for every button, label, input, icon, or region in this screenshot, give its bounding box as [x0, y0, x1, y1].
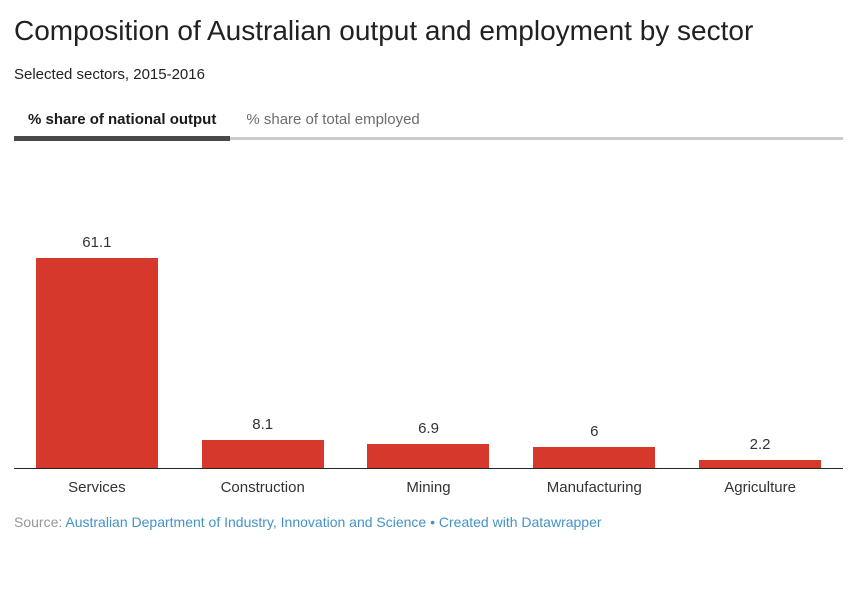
bar-column-mining: 6.9 [346, 420, 512, 468]
value-label-construction: 8.1 [252, 416, 274, 433]
category-label-manufacturing: Manufacturing [546, 479, 642, 496]
bar-agriculture[interactable] [699, 460, 822, 468]
category-label-agriculture: Agriculture [724, 479, 796, 496]
bar-mining[interactable] [367, 444, 490, 468]
tab-share-of-national-output[interactable]: % share of national output [14, 111, 231, 141]
bar-services[interactable] [35, 258, 158, 468]
value-label-agriculture: 2.2 [749, 436, 771, 453]
footer: Source: Australian Department of Industr… [14, 514, 843, 530]
value-label-manufacturing: 6 [590, 423, 599, 440]
chart-subtitle: Selected sectors, 2015-2016 [14, 66, 205, 83]
value-label-services: 61.1 [82, 234, 112, 251]
value-label-mining: 6.9 [418, 420, 439, 437]
tab-baseline-rule [14, 137, 843, 140]
source-label: Source: [14, 514, 63, 530]
tab-share-of-total-employed[interactable]: % share of total employed [246, 111, 420, 128]
plot-area: 61.1 8.1 6.9 6 2.2 [14, 160, 843, 468]
page-title: Composition of Australian output and emp… [14, 15, 754, 46]
tab-bar: % share of national output % share of to… [14, 111, 843, 141]
source-link[interactable]: Australian Department of Industry, Innov… [65, 514, 427, 530]
bar-chart: 61.1 8.1 6.9 6 2.2 Services Const [14, 160, 843, 496]
bar-manufacturing[interactable] [533, 447, 656, 468]
bar-column-manufacturing: 6 [511, 423, 677, 468]
bar-construction[interactable] [201, 440, 324, 468]
category-label-construction: Construction [220, 479, 305, 496]
x-axis-line [14, 468, 843, 469]
category-label-services: Services [68, 479, 126, 496]
bar-column-services: 61.1 [14, 234, 180, 468]
category-labels-row: Services Construction Mining Manufacturi… [14, 479, 843, 496]
bar-column-construction: 8.1 [180, 416, 346, 468]
datawrapper-credit-link[interactable]: Created with Datawrapper [438, 514, 602, 530]
bar-column-agriculture: 2.2 [677, 436, 843, 468]
category-label-mining: Mining [406, 479, 451, 496]
footer-separator: • [430, 514, 436, 530]
